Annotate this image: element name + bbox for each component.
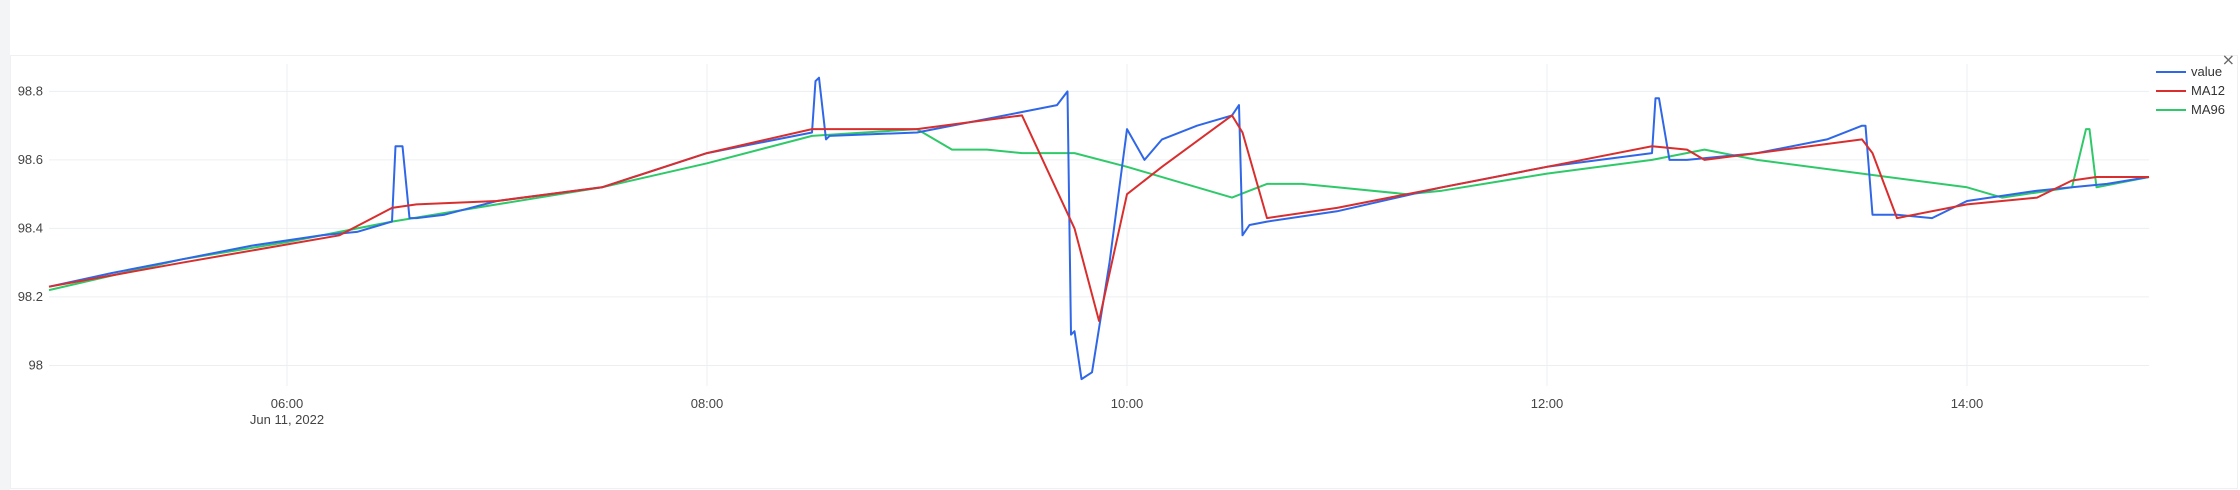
legend-item-value[interactable]: value [2156,64,2222,79]
x-date-label: Jun 11, 2022 [250,412,324,427]
series-line-value [48,76,2150,381]
legend-label: MA96 [2191,102,2225,117]
left-strip [0,0,10,490]
legend-item-ma12[interactable]: MA12 [2156,83,2225,98]
x-tick-label: 12:00 [1531,396,1564,411]
legend-label: MA12 [2191,83,2225,98]
x-tick-label: 10:00 [1111,396,1144,411]
grid [49,64,2149,386]
y-tick-label: 98 [29,357,43,372]
series-line-ma12 [48,114,2149,322]
series-lines [48,76,2150,381]
y-tick-label: 98.6 [18,152,43,167]
y-tick-label: 98.8 [18,83,43,98]
x-tick-label: 08:00 [691,396,724,411]
x-tick-label: 06:00 [271,396,304,411]
legend-item-ma96[interactable]: MA96 [2156,102,2225,117]
legend-label: value [2191,64,2222,79]
series-line-ma96 [48,128,2150,292]
chart-panel: × Jun 11, 2022 98 98.2 98.4 98.6 98.8 06:00 08… [10,50,2238,489]
x-tick-label: 14:00 [1951,396,1984,411]
line-chart: Jun 11, 2022 98 98.2 98.4 98.6 98.8 06:00 08:0… [18,64,2225,427]
axes: Jun 11, 2022 98 98.2 98.4 98.6 98.8 06:00 08:0… [18,83,1984,427]
close-icon[interactable]: × [2221,50,2235,69]
y-tick-label: 98.4 [18,220,43,235]
legend[interactable]: value MA12 MA96 [2156,64,2225,117]
y-tick-label: 98.2 [18,289,43,304]
